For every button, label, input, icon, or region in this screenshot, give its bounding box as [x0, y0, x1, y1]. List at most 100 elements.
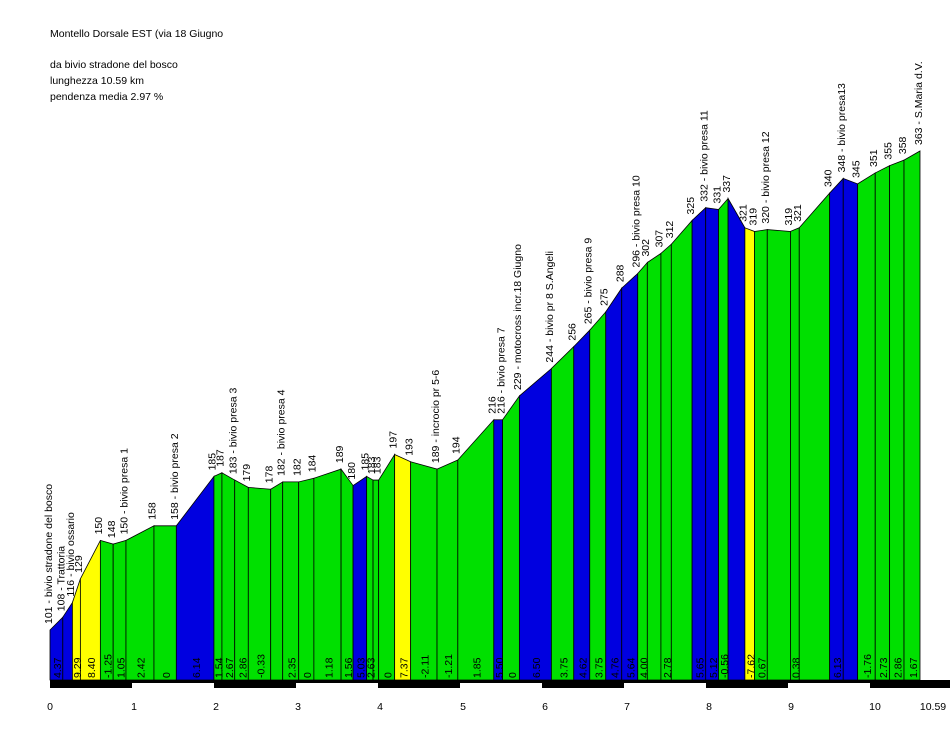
x-tick-label: 1: [131, 701, 137, 713]
profile-segment: [234, 479, 249, 681]
elevation-label: 183 - bivio presa 3: [227, 388, 239, 475]
profile-segment: [518, 367, 552, 681]
profile-segment: [889, 159, 905, 681]
elevation-label: 185: [207, 453, 219, 471]
point-labels: 101 - bivio stradone del bosco 108 - Trat…: [43, 61, 925, 624]
profile-segment: [436, 459, 459, 681]
grade-label: 4.76: [610, 657, 622, 678]
profile-segment: [213, 472, 223, 681]
grade-label: 2.78: [662, 657, 674, 678]
profile-segment: [270, 481, 284, 681]
elevation-label: 150: [93, 517, 105, 535]
profile-segment: [605, 286, 623, 681]
profile-segment: [660, 243, 672, 681]
x-tick-label: 8: [706, 701, 712, 713]
x-tick-label: 2: [213, 701, 219, 713]
elevation-label: 185: [359, 453, 371, 471]
grade-label: 7.37: [398, 657, 410, 678]
elevation-label: 321: [792, 204, 804, 222]
elevation-label: 275: [599, 288, 611, 306]
elevation-label: 148: [106, 520, 118, 538]
profile-segment: [829, 177, 844, 681]
elevation-label: 108 - Trattoria: [56, 546, 68, 612]
grade-label: 3.75: [558, 657, 570, 678]
grade-label: 5.12: [708, 657, 720, 678]
grade-label: 0.38: [791, 657, 803, 678]
elevation-label: 189 - incrocio pr 5-6: [430, 370, 442, 464]
elevation-label: 197: [387, 431, 399, 449]
profile-segment: [766, 229, 791, 681]
profile-segment: [705, 207, 719, 681]
elevation-label: 296 - bivio presa 10: [631, 175, 643, 267]
grade-label: 5.65: [695, 657, 707, 678]
grade-label: 0: [161, 672, 173, 678]
profile-segment: [221, 472, 236, 681]
grade-label: 9.29: [72, 657, 84, 678]
elevation-label: 345: [850, 160, 862, 178]
x-tick-label: 0: [47, 701, 53, 713]
grade-label: 5.64: [626, 657, 638, 678]
grade-labels: 4.37 9.29 8.40 -1.25 1.05 2.42 0 6.14 1.542.67 2.…: [52, 654, 920, 678]
grade-label: 2.35: [286, 657, 298, 678]
grade-label: 0.67: [757, 657, 769, 678]
grade-label: 4.62: [578, 657, 590, 678]
start-point-line: da bivio stradone del bosco: [50, 59, 178, 71]
elevation-label: 187: [215, 449, 227, 467]
profile-segment: [589, 310, 607, 681]
elevation-label: 358: [897, 136, 909, 154]
profile-segment: [646, 252, 662, 681]
profile-segment: [247, 486, 272, 681]
profile-segment: [754, 229, 768, 681]
profile-segment: [718, 197, 729, 681]
profile-segment: [282, 481, 300, 681]
profile-segment: [903, 150, 921, 681]
elevation-label: 340: [822, 169, 834, 187]
profile-segment: [790, 227, 800, 681]
x-tick-label: 5: [460, 701, 466, 713]
grade-label: 2.63: [366, 657, 378, 678]
grade-label: 5.50: [494, 657, 506, 678]
elevation-label: 321: [738, 204, 750, 222]
grade-label: -1.21: [443, 654, 455, 678]
axis-band-white: [460, 683, 542, 688]
x-tick-label: 10: [869, 701, 881, 713]
profile-segment: [352, 475, 368, 681]
x-tick-label: 6: [542, 701, 548, 713]
elevation-label: 129: [73, 555, 85, 573]
axis-band-white: [624, 683, 706, 688]
grade-label: 6.13: [832, 657, 844, 678]
profile-segment: [874, 164, 891, 681]
elevation-label: 325: [685, 197, 697, 215]
elevation-label: 319: [783, 208, 795, 226]
grade-label: 2.86: [893, 657, 905, 678]
grade-label: 1.56: [343, 657, 355, 678]
profile-segment: [457, 418, 495, 681]
grade-label: -2.11: [420, 655, 432, 678]
grade-label: 2.86: [237, 657, 249, 678]
grade-label: 1.85: [472, 657, 484, 678]
elevation-label: 179: [241, 464, 253, 482]
axis-band-white: [132, 683, 214, 688]
grade-label: 3.75: [594, 657, 606, 678]
chart-title: Montello Dorsale EST (via 18 Giugno: [50, 28, 224, 40]
profile-segment: [744, 227, 755, 681]
grade-label: 8.40: [86, 657, 98, 678]
elevation-label: 302: [640, 239, 652, 257]
distance-axis: 0 1 2 3 4 5 6 7 8 9 10 10.59: [47, 680, 950, 713]
profile-segment: [372, 479, 380, 681]
elevation-label: 319: [747, 208, 759, 226]
grade-label: 1.05: [115, 657, 127, 678]
profile-segment: [727, 197, 746, 681]
profile-segment: [691, 206, 707, 681]
profile-segment: [313, 468, 342, 681]
profile-segment: [621, 272, 639, 681]
elevation-label: 337: [721, 175, 733, 193]
elevation-label: 307: [654, 230, 666, 248]
grade-label: 0: [382, 672, 394, 678]
grade-label: 0: [507, 672, 519, 678]
grade-label: -1.76: [862, 654, 874, 678]
elevation-label: 320 - bivio presa 12: [760, 131, 772, 223]
grade-label: 2.42: [136, 657, 148, 678]
grade-label: 2.67: [224, 657, 236, 678]
